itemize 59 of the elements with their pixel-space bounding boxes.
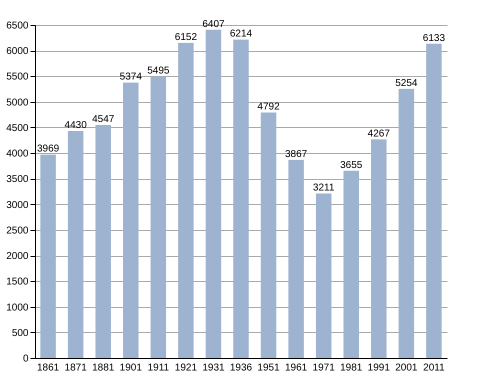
bar bbox=[371, 139, 387, 358]
y-tick-label: 3500 bbox=[6, 174, 29, 186]
x-tick-label: 1901 bbox=[120, 362, 142, 373]
y-tick-label: 3000 bbox=[6, 200, 29, 211]
y-tick-label: 5500 bbox=[6, 72, 29, 83]
y-tick-label: 2000 bbox=[6, 251, 29, 262]
y-tick-label: 4000 bbox=[6, 148, 29, 160]
bar bbox=[316, 194, 332, 358]
x-tick-label: 1911 bbox=[148, 362, 170, 373]
x-tick-label: 1951 bbox=[257, 362, 280, 373]
y-tick-label: 2500 bbox=[6, 225, 29, 236]
bar bbox=[68, 131, 84, 358]
data-label: 4792 bbox=[257, 102, 280, 112]
x-tick-label: 1881 bbox=[92, 362, 115, 373]
data-label: 6407 bbox=[202, 18, 225, 30]
x-tick-label: 1971 bbox=[312, 362, 336, 373]
data-label: 6152 bbox=[174, 32, 198, 43]
y-tick-label: 5000 bbox=[6, 97, 29, 108]
data-label: 4547 bbox=[92, 114, 115, 126]
y-tick-label: 4500 bbox=[6, 122, 29, 134]
data-label: 4267 bbox=[368, 128, 390, 140]
bar bbox=[123, 82, 139, 358]
y-tick-label: 1000 bbox=[6, 302, 29, 314]
data-label: 5374 bbox=[120, 72, 142, 83]
data-label: 3969 bbox=[36, 144, 60, 155]
bar bbox=[233, 40, 249, 358]
y-tick-label: 6500 bbox=[6, 20, 29, 32]
data-label: 6214 bbox=[230, 28, 253, 40]
bar bbox=[426, 44, 442, 358]
x-tick-label: 1961 bbox=[284, 362, 308, 373]
x-tick-label: 1921 bbox=[174, 362, 198, 373]
x-tick-label: 1861 bbox=[36, 362, 60, 373]
x-tick-label: 2011 bbox=[423, 362, 446, 373]
bar bbox=[95, 125, 111, 358]
x-tick-label: 1936 bbox=[230, 362, 253, 373]
bar bbox=[150, 76, 166, 358]
x-tick-label: 1931 bbox=[202, 362, 225, 373]
data-label: 6133 bbox=[422, 32, 446, 44]
data-label: 3655 bbox=[340, 160, 363, 171]
data-label: 3867 bbox=[284, 148, 308, 160]
y-tick-label: 6000 bbox=[6, 46, 29, 58]
bar bbox=[343, 170, 359, 358]
y-tick-label: 500 bbox=[12, 328, 29, 339]
data-label: 5254 bbox=[395, 78, 418, 89]
bar bbox=[206, 30, 222, 358]
x-tick-label: 2001 bbox=[395, 362, 418, 373]
bar bbox=[288, 160, 304, 358]
bar bbox=[40, 154, 56, 358]
bar bbox=[398, 88, 414, 358]
x-tick-label: 1871 bbox=[64, 362, 88, 373]
y-tick-label: 0 bbox=[22, 354, 29, 364]
data-label: 5495 bbox=[147, 65, 170, 76]
data-label: 3211 bbox=[312, 182, 335, 194]
x-tick-label: 1981 bbox=[340, 362, 363, 373]
bar bbox=[260, 112, 276, 358]
bar bbox=[178, 42, 194, 358]
y-tick-label: 1500 bbox=[6, 276, 29, 288]
data-label: 4430 bbox=[64, 120, 88, 132]
x-tick-label: 1991 bbox=[368, 362, 390, 373]
